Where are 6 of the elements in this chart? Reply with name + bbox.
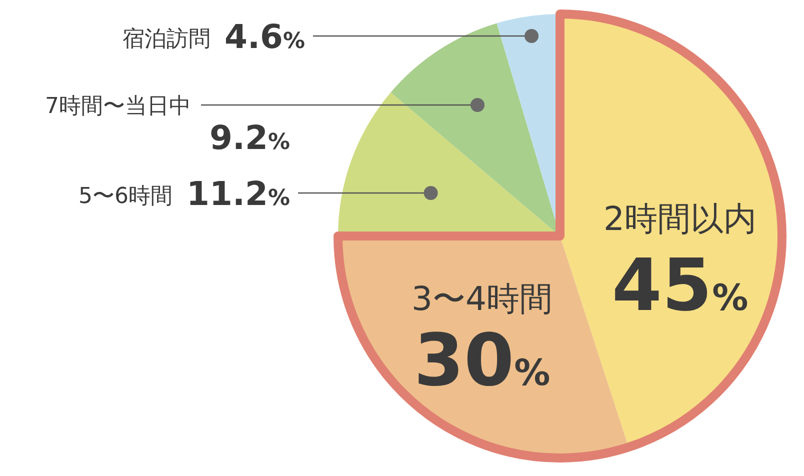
- data-label: 4.6%: [224, 17, 305, 56]
- slice-label: 7時間〜当日中: [45, 94, 191, 119]
- slice-label: 5〜6時間: [78, 184, 173, 209]
- slice-label: 宿泊訪問: [122, 27, 210, 52]
- data-label: 11.2%: [186, 174, 290, 213]
- data-label: 9.2%: [209, 118, 290, 157]
